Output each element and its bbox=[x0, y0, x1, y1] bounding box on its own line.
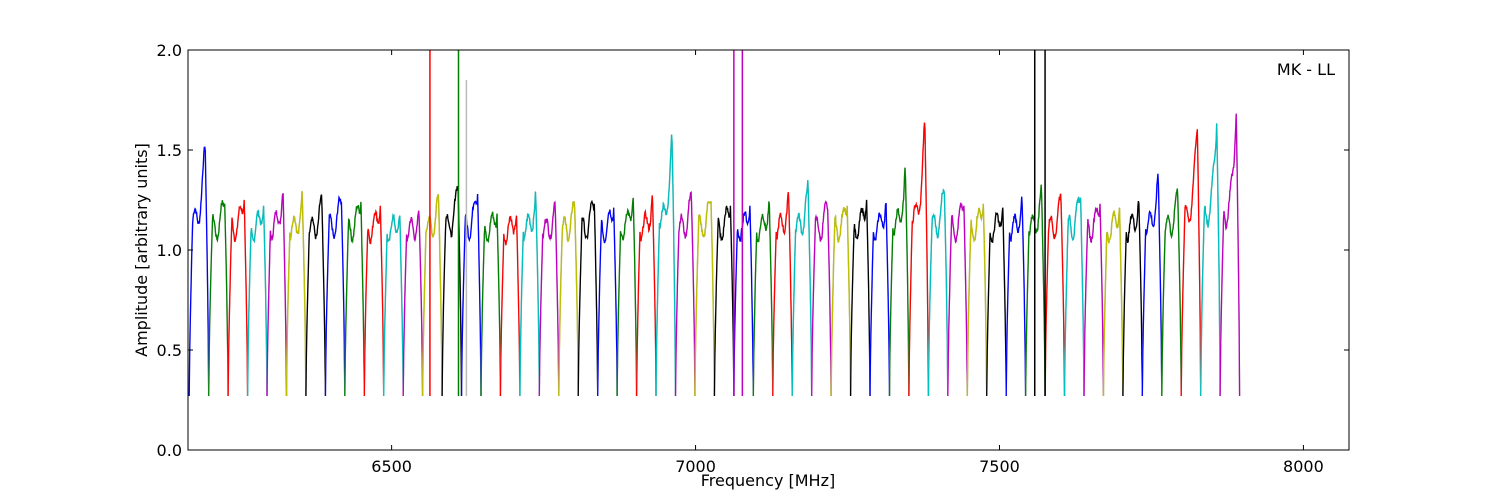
channel-series-line bbox=[869, 203, 891, 397]
rfi-spike-layer bbox=[429, 50, 1046, 396]
channel-series-line bbox=[344, 201, 365, 397]
channel-series-line bbox=[849, 199, 871, 397]
channel-series-line bbox=[402, 210, 424, 397]
channel-series-line bbox=[1161, 188, 1182, 397]
y-axis-title: Amplitude [arbitrary units] bbox=[132, 143, 151, 357]
channel-series-line bbox=[480, 211, 502, 397]
channel-series-line bbox=[285, 191, 307, 397]
channel-series-line bbox=[188, 146, 210, 397]
x-axis-title: Frequency [MHz] bbox=[701, 471, 835, 490]
channel-series-line bbox=[927, 188, 949, 397]
channel-series-line bbox=[772, 192, 793, 397]
channel-series-line bbox=[888, 167, 910, 397]
channel-series-line bbox=[538, 200, 560, 397]
channel-series-line bbox=[1141, 173, 1163, 397]
channel-series-line bbox=[986, 207, 1007, 397]
channel-series-line bbox=[713, 205, 735, 397]
channel-series-line bbox=[363, 205, 385, 397]
channel-series-line bbox=[208, 200, 229, 397]
channel-series-line bbox=[460, 193, 482, 397]
channel-series-line bbox=[1200, 123, 1221, 397]
channel-series-line bbox=[1044, 193, 1066, 397]
channel-series-line bbox=[1005, 196, 1027, 397]
channel-series-line bbox=[947, 202, 968, 397]
channel-series-line bbox=[694, 201, 716, 397]
channel-series-line bbox=[811, 200, 832, 397]
channel-series-line bbox=[1083, 203, 1105, 397]
y-tick-label: 0.0 bbox=[157, 441, 182, 460]
channel-series-line bbox=[266, 193, 288, 397]
tick-layer: 6500 7000 7500 8000 0.0 0.5 1.0 1.5 2.0 bbox=[157, 41, 1349, 476]
channel-series-line bbox=[421, 194, 443, 397]
channel-series-line bbox=[246, 205, 268, 397]
channel-series-line bbox=[1122, 200, 1143, 397]
y-tick-label: 2.0 bbox=[157, 41, 182, 60]
channel-series-line bbox=[1102, 207, 1124, 397]
channel-series-line bbox=[227, 199, 249, 397]
channel-series-line bbox=[655, 134, 677, 397]
channel-series-line bbox=[305, 194, 327, 397]
channel-series-line bbox=[1180, 129, 1202, 397]
y-tick-label: 1.0 bbox=[157, 241, 182, 260]
channel-series-line bbox=[733, 205, 754, 397]
channel-series-line bbox=[616, 197, 638, 397]
channel-series-line bbox=[1219, 113, 1241, 397]
channel-series-line bbox=[752, 201, 774, 397]
channel-series-line bbox=[1063, 196, 1085, 397]
channel-series-line bbox=[597, 207, 618, 397]
channel-series-line bbox=[791, 180, 813, 397]
channel-series-line bbox=[908, 122, 930, 397]
channel-series-line bbox=[558, 200, 579, 397]
series-layer bbox=[188, 113, 1241, 397]
channel-series-line bbox=[577, 199, 599, 397]
channel-series-line bbox=[966, 203, 988, 397]
x-tick-label: 7500 bbox=[979, 457, 1020, 476]
channel-series-line bbox=[324, 195, 346, 397]
annotation-label: MK - LL bbox=[1277, 60, 1335, 79]
x-tick-label: 7000 bbox=[675, 457, 716, 476]
x-tick-label: 8000 bbox=[1283, 457, 1324, 476]
y-tick-label: 1.5 bbox=[157, 141, 182, 160]
channel-series-line bbox=[383, 213, 404, 397]
x-tick-label: 6500 bbox=[371, 457, 412, 476]
channel-series-line bbox=[674, 191, 696, 397]
channel-series-line bbox=[830, 205, 852, 397]
y-tick-label: 0.5 bbox=[157, 341, 182, 360]
channel-series-line bbox=[519, 191, 540, 397]
channel-series-line bbox=[635, 195, 657, 397]
channel-series-line bbox=[499, 215, 521, 397]
